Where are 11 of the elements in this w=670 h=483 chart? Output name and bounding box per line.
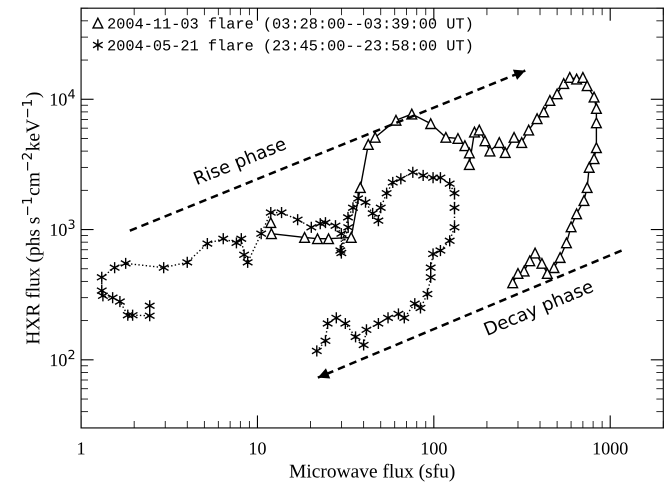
x-tick-label: 10 [250,442,266,455]
x-tick-label: 1000 [594,442,628,455]
legend-label: 2004-11-03 flare (03:28:00--03:39:00 UT) [108,17,472,32]
y-tick-label: 10$^{2}$ [50,350,74,366]
x-tick-label: 100 [422,442,447,455]
y-axis-title: HXR flux (phs s$^{−1}$cm$^{−2}$keV$^{−1}$) [22,92,44,344]
x-tick-label: 1 [78,442,84,454]
legend-label: 2004-05-21 flare (23:45:00--23:58:00 UT) [108,39,472,54]
x-axis-title: Microwave flux (sfu) [290,464,454,482]
y-tick-label: 10$^{4}$ [50,89,75,106]
y-tick-label: 10$^{3}$ [50,219,75,236]
